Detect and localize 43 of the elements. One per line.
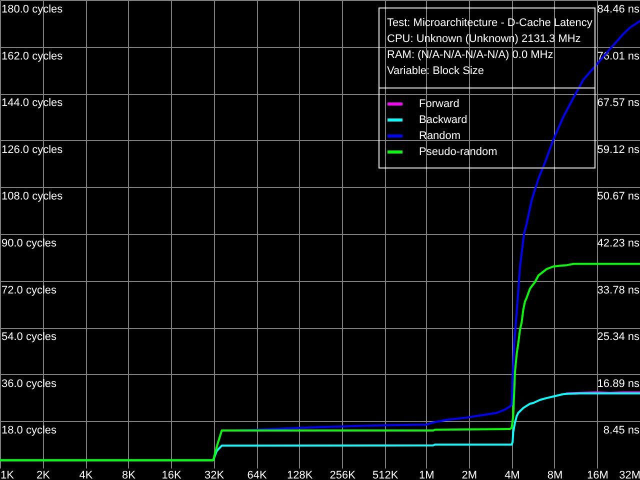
- x-tick-label: 64K: [247, 470, 268, 480]
- x-tick-label: 512K: [372, 470, 399, 480]
- y-tick-label: 36.0 cycles: [2, 378, 58, 390]
- y2-tick-label: 84.46 ns: [597, 4, 640, 16]
- legend-label: Forward: [419, 98, 460, 110]
- x-tick-label: 128K: [287, 470, 314, 480]
- x-tick-label: 4M: [504, 470, 520, 480]
- y2-tick-label: 59.12 ns: [597, 144, 640, 156]
- y-tick-label: 180.0 cycles: [2, 4, 64, 16]
- x-tick-label: 8K: [122, 470, 136, 480]
- x-tick-label: 8M: [547, 470, 563, 480]
- x-tick-label: 1K: [0, 470, 15, 480]
- y2-tick-label: 25.34 ns: [597, 331, 640, 344]
- x-tick-label: 2K: [36, 470, 51, 480]
- x-tick-label: 16M: [587, 470, 608, 480]
- x-tick-label: 32K: [204, 470, 225, 480]
- y-tick-label: 72.0 cycles: [2, 284, 58, 296]
- x-tick-label: 32M: [619, 470, 640, 480]
- x-tick-label: 16K: [162, 470, 182, 480]
- y2-tick-label: 33.78 ns: [597, 284, 640, 296]
- x-tick-label: 256K: [330, 470, 356, 480]
- y-tick-label: 90.0 cycles: [2, 238, 58, 250]
- annotation: CPU: Unknown (Unknown) 2131.3 MHz: [387, 33, 581, 45]
- annotation: Variable: Block Size: [387, 65, 484, 77]
- y-tick-label: 108.0 cycles: [2, 190, 64, 203]
- x-tick-label: 4K: [79, 470, 94, 480]
- y2-tick-label: 50.67 ns: [597, 190, 640, 203]
- y2-tick-label: 16.89 ns: [597, 378, 640, 390]
- x-tick-label: 1M: [419, 470, 434, 480]
- y-tick-label: 162.0 cycles: [2, 50, 64, 62]
- legend-label: Backward: [419, 114, 468, 126]
- legend-label: Random: [419, 130, 461, 142]
- y-tick-label: 144.0 cycles: [2, 97, 64, 110]
- y-tick-label: 54.0 cycles: [2, 331, 58, 344]
- x-tick-label: 2M: [462, 470, 478, 480]
- y2-tick-label: 67.57 ns: [597, 97, 640, 110]
- text: Test: Microarchitecture - D-Cache Latency: [387, 17, 593, 29]
- y2-tick-label: 42.23 ns: [597, 238, 640, 250]
- annotation: RAM: (N/A-N/A-N/A-N/A) 0.0 MHz: [387, 49, 554, 61]
- y2-tick-label: 8.45 ns: [603, 424, 640, 437]
- y-tick-label: 18.0 cycles: [2, 424, 58, 437]
- legend-label: Pseudo-random: [419, 146, 498, 158]
- y-tick-label: 126.0 cycles: [2, 144, 64, 156]
